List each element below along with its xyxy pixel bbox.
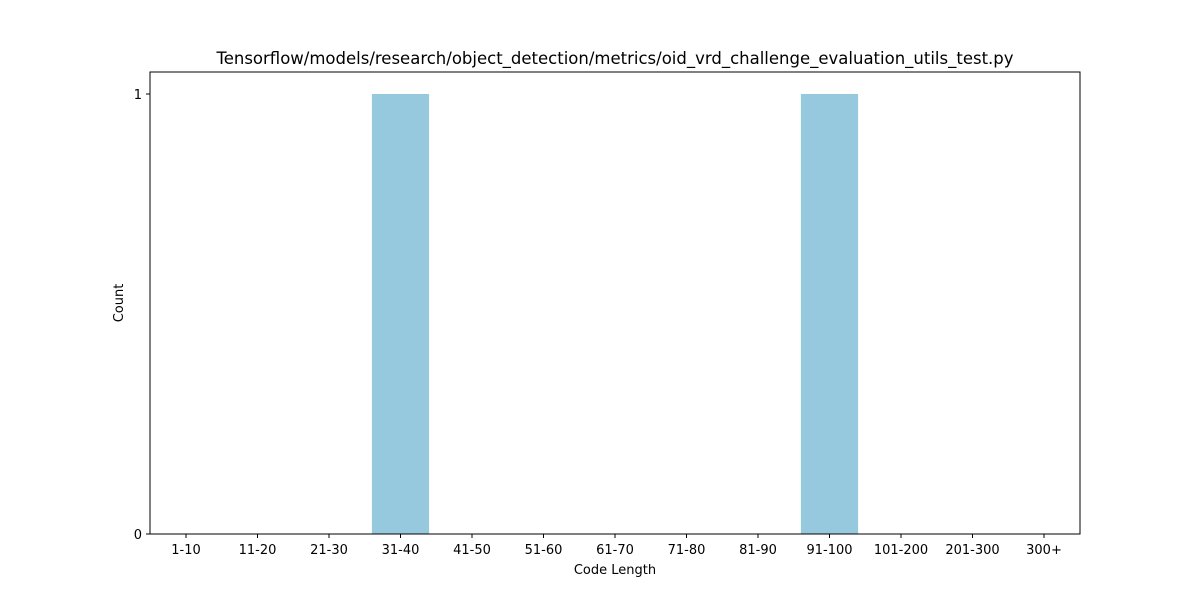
- x-tick-label: 31-40: [382, 543, 420, 558]
- x-tick-label: 81-90: [739, 543, 777, 558]
- bars-group: [371, 94, 859, 534]
- y-axis-ticks: 01: [134, 88, 150, 543]
- y-tick-label: 0: [134, 528, 142, 543]
- x-tick-label: 21-30: [310, 543, 348, 558]
- x-axis-ticks: 1-10 11-20 21-30 31-40 41-50 51-60 61-70 71-80 8…: [171, 534, 1062, 558]
- x-tick-label: 91-100: [806, 543, 852, 558]
- bar-31-40: [371, 94, 430, 534]
- bar-91-100: [800, 94, 859, 534]
- x-tick-label: 1-10: [171, 543, 201, 558]
- y-axis-label: Count: [112, 284, 127, 323]
- x-tick-label: 101-200: [874, 543, 928, 558]
- plot-frame: [149, 71, 1081, 535]
- x-tick-label: 41-50: [453, 543, 491, 558]
- x-axis-label: Code Length: [574, 563, 656, 578]
- x-tick-label: 201-300: [945, 543, 999, 558]
- x-tick-label: 300+: [1026, 543, 1062, 558]
- x-tick-label: 71-80: [668, 543, 706, 558]
- y-tick-label: 1: [134, 88, 142, 103]
- chart-title: Tensorflow/models/research/object_detect…: [215, 49, 1013, 69]
- x-tick-label: 11-20: [239, 543, 277, 558]
- x-tick-label: 61-70: [596, 543, 634, 558]
- x-tick-label: 51-60: [525, 543, 563, 558]
